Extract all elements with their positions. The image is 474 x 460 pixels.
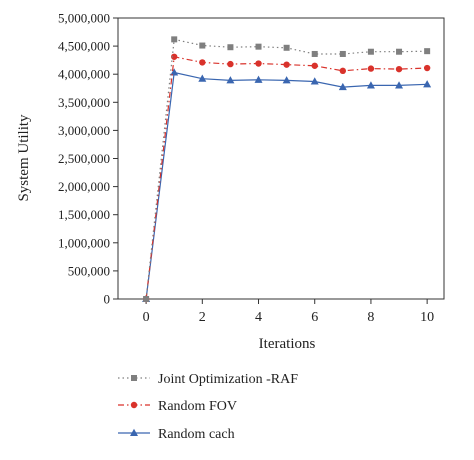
y-tick-label: 2,000,000: [58, 179, 110, 194]
data-point: [283, 44, 290, 51]
data-point: [170, 68, 179, 76]
y-tick-label: 3,500,000: [58, 95, 110, 110]
data-point: [283, 61, 290, 68]
legend-item: Random cach: [118, 427, 235, 442]
y-tick-label: 4,500,000: [58, 39, 110, 54]
data-point: [227, 44, 234, 51]
series-circle: [142, 53, 431, 303]
data-point: [366, 81, 375, 89]
data-point: [255, 60, 262, 67]
data-point: [227, 60, 234, 68]
data-point: [171, 53, 178, 60]
y-tick-label: 1,000,000: [58, 235, 110, 250]
x-tick-label: 2: [199, 310, 206, 325]
data-point: [423, 64, 431, 72]
data-point: [255, 43, 262, 50]
x-axis: 0 2 4 6 8 10: [143, 299, 434, 325]
legend: Joint Optimization -RAF Random FOV Random …: [118, 372, 298, 442]
data-point: [423, 80, 432, 88]
data-point: [396, 48, 403, 55]
legend-item: Random FOV: [118, 399, 237, 414]
data-point: [171, 36, 178, 43]
data-point: [199, 59, 206, 66]
data-point: [226, 76, 235, 84]
y-tick-label: 5,000,000: [58, 11, 110, 26]
data-point: [424, 48, 431, 55]
legend-item: Joint Optimization -RAF: [118, 372, 298, 387]
legend-marker: [130, 428, 138, 436]
x-tick-label: 8: [367, 310, 374, 325]
data-point: [338, 82, 347, 91]
data-point: [254, 75, 263, 83]
y-tick-label: 1,500,000: [58, 207, 110, 222]
data-point: [311, 50, 318, 57]
x-tick-label: 0: [143, 310, 150, 325]
x-tick-label: 6: [311, 310, 318, 325]
data-point: [367, 48, 374, 55]
series-line: [145, 71, 428, 300]
legend-label: Random FOV: [158, 399, 237, 414]
series-triangle: [142, 68, 432, 302]
data-point: [310, 77, 319, 85]
data-point: [143, 296, 150, 302]
data-point: [198, 74, 207, 82]
legend-label: Joint Optimization -RAF: [158, 372, 298, 387]
y-tick-label: 3,000,000: [58, 123, 110, 138]
series-line: [145, 56, 428, 300]
data-point: [311, 62, 318, 69]
data-point: [282, 76, 291, 84]
legend-marker: [130, 401, 138, 409]
plot-frame: [117, 17, 445, 300]
series-square: [143, 36, 431, 302]
y-tick-label: 4,000,000: [58, 67, 110, 82]
x-tick-label: 10: [420, 310, 434, 325]
legend-marker: [131, 375, 137, 381]
x-axis-label: Iterations: [259, 336, 316, 352]
y-axis: 0 500,000 1,000,000 1,500,000 2,000,000 2,500…: [58, 11, 118, 307]
data-point: [199, 42, 206, 49]
series-layer: [142, 36, 432, 303]
y-tick-label: 0: [104, 292, 111, 307]
y-tick-label: 500,000: [68, 263, 110, 278]
data-point: [339, 50, 346, 57]
y-tick-label: 2,500,000: [58, 151, 110, 166]
data-point: [339, 67, 347, 75]
data-point: [395, 65, 403, 73]
y-axis-label: System Utility: [16, 114, 32, 202]
legend-label: Random cach: [158, 427, 235, 442]
x-tick-label: 4: [255, 310, 262, 325]
data-point: [395, 81, 404, 89]
data-point: [367, 65, 375, 72]
